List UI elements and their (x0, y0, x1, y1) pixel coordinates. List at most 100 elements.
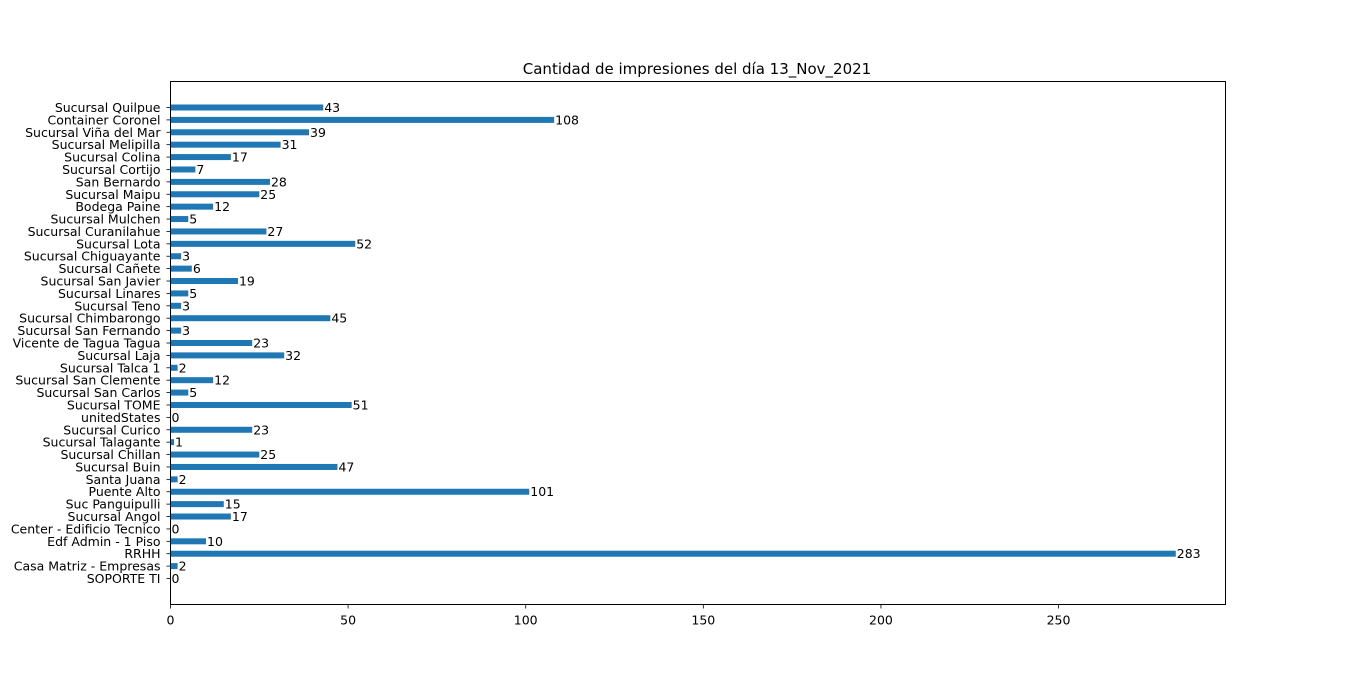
data-label: 39 (310, 125, 326, 140)
data-label: 27 (267, 224, 283, 239)
y-tick-label: Puente Alto (89, 484, 161, 499)
data-label: 2 (179, 360, 187, 375)
y-tick-label: Sucursal Viña del Mar (25, 125, 161, 140)
bar (170, 228, 267, 235)
data-label: 17 (232, 150, 248, 165)
bar (170, 439, 175, 446)
data-label: 108 (555, 112, 579, 127)
y-tick-label: Bodega Paine (75, 199, 160, 214)
y-tick-label: Suc Panguipulli (66, 497, 161, 512)
y-tick-label: Sucursal Curanilahue (28, 224, 161, 239)
y-tick-label: Sucursal Chiguayante (24, 249, 161, 264)
data-label: 43 (324, 100, 340, 115)
data-label: 2 (179, 472, 187, 487)
data-label: 0 (172, 571, 180, 586)
y-tick-label: RRHH (124, 546, 160, 561)
data-label: 0 (172, 410, 180, 425)
y-tick-label: Sucursal Melipilla (52, 137, 161, 152)
data-label: 5 (189, 286, 197, 301)
y-tick-label: Sucursal Angol (68, 509, 161, 524)
data-label: 5 (189, 212, 197, 227)
bar (170, 451, 260, 458)
bar (170, 302, 182, 309)
y-tick-label: San Bernardo (76, 174, 161, 189)
y-tick-label: Santa Juana (86, 472, 161, 487)
y-tick-label: Sucursal Curico (63, 422, 160, 437)
data-label: 28 (271, 174, 287, 189)
data-label: 23 (253, 336, 269, 351)
data-label: 5 (189, 385, 197, 400)
value-labels: 4310839311772825125275236195345323322125… (172, 100, 1201, 586)
data-label: 25 (260, 447, 276, 462)
x-tick-label: 250 (1047, 613, 1071, 628)
data-label: 7 (196, 162, 204, 177)
bar (170, 364, 178, 371)
y-tick-label: Sucursal Linares (58, 286, 161, 301)
data-label: 12 (214, 373, 230, 388)
bar (170, 563, 178, 570)
data-label: 3 (182, 323, 190, 338)
bar (170, 290, 189, 297)
y-tick-label: Sucursal Maipu (65, 187, 160, 202)
data-label: 23 (253, 422, 269, 437)
data-label: 3 (182, 249, 190, 264)
bars-group (170, 104, 1176, 570)
bar (170, 315, 331, 322)
y-tick-label: Sucursal Teno (74, 298, 160, 313)
data-label: 17 (232, 509, 248, 524)
data-label: 15 (225, 497, 241, 512)
bar (170, 501, 224, 508)
bar (170, 129, 310, 136)
y-tick-label: unitedStates (81, 410, 160, 425)
bar (170, 327, 182, 334)
y-tick-label: Sucursal San Fernando (17, 323, 160, 338)
y-tick-label: Sucursal Quilpue (55, 100, 161, 115)
data-label: 31 (282, 137, 298, 152)
y-tick-label: Sucursal Cañete (58, 261, 160, 276)
bar (170, 104, 324, 111)
bar (170, 178, 270, 185)
x-tick-label: 200 (869, 613, 893, 628)
bar (170, 340, 253, 346)
y-tick-label: Sucursal San Carlos (36, 385, 160, 400)
bar (170, 538, 207, 545)
bar (170, 265, 192, 272)
bar (170, 488, 530, 495)
bar (170, 401, 352, 408)
bar (170, 166, 196, 173)
data-label: 51 (353, 397, 369, 412)
y-tick-label: Sucursal San Clemente (15, 373, 160, 388)
y-tick-label: Sucursal Talca 1 (60, 360, 161, 375)
data-label: 283 (1177, 546, 1201, 561)
data-label: 52 (356, 236, 372, 251)
y-tick-label: Edf Admin - 1 Piso (47, 534, 160, 549)
bar (170, 253, 182, 260)
y-tick-label: Container Coronel (47, 112, 160, 127)
data-label: 45 (331, 311, 347, 326)
bar (170, 191, 260, 198)
data-label: 10 (207, 534, 223, 549)
bar (170, 154, 231, 161)
y-tick-label: Sucursal Mulchen (51, 212, 161, 227)
data-label: 0 (172, 521, 180, 536)
data-label: 2 (179, 559, 187, 574)
data-label: 1 (175, 435, 183, 450)
chart-title: Cantidad de impresiones del día 13_Nov_2… (523, 60, 871, 79)
bar (170, 240, 356, 247)
y-tick-label: Sucursal Chillan (60, 447, 160, 462)
data-label: 3 (182, 298, 190, 313)
bar (170, 426, 253, 433)
data-label: 47 (338, 459, 354, 474)
x-axis: 0 50 100 150 200 250 (167, 604, 1071, 628)
y-tick-label: Sucursal Cortijo (62, 162, 160, 177)
y-tick-label: Sucursal San Javier (41, 274, 162, 289)
bar (170, 352, 285, 359)
data-label: 6 (193, 261, 201, 276)
bar (170, 513, 231, 520)
y-tick-label: Center - Edificio Tecnico (11, 521, 161, 536)
y-tick-label: Sucursal Talagante (43, 435, 161, 450)
y-tick-label: Sucursal Colina (64, 150, 160, 165)
data-label: 101 (530, 484, 554, 499)
bar (170, 141, 281, 148)
